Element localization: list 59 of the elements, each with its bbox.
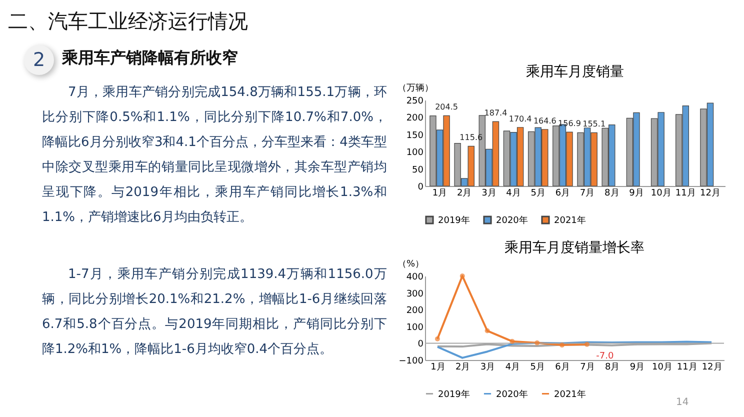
y-tick-label: 200 (406, 114, 424, 124)
y-tick-label: 400 (406, 272, 424, 282)
x-tick-label: 11月 (675, 188, 696, 198)
data-label: 164.6 (533, 116, 556, 126)
data-label: 155.1 (582, 120, 606, 129)
data-label: 204.5 (435, 102, 458, 112)
legend-label: 2019年 (438, 388, 470, 400)
y-tick-label: 100 (406, 148, 424, 158)
x-tick-label: 6月 (555, 362, 570, 372)
y-tick-label: 300 (406, 289, 424, 300)
legend-label: 2020年 (496, 388, 528, 400)
y-axis-title: （%） (398, 260, 424, 270)
y-tick-label: 250 (406, 96, 424, 106)
x-tick-label: 5月 (530, 188, 546, 198)
text: 乘用车产销降幅有所收窄 (62, 48, 238, 69)
x-tick-label: 2月 (456, 362, 470, 372)
y-tick-label: 0 (418, 182, 424, 192)
text: 7月，乘用车产销分别完成154.8万辆和155.1万辆，环比分别下降0.5%和1.1%，同比分别下降10.7%和7.0%，降幅比6月分别收窄3和4.1个百分点，分车型来看：4类车型中除交叉型乘用车的销量同比呈现微增外，其余车型产销均呈现下降。与2019年相比，乘用车产销同比增长1.3%和1.1%，产销增速比6月均由负转正。 (42, 84, 387, 227)
data-label: 187.4 (484, 108, 508, 118)
x-tick-label: 12月 (702, 362, 722, 372)
text: 14 (676, 397, 689, 408)
data-label: 170.4 (508, 114, 532, 124)
legend-label: 2020年 (496, 214, 528, 226)
text: 二、汽车工业经济运行情况 (8, 8, 248, 35)
x-tick-label: 6月 (555, 188, 570, 198)
y-tick-label: 0 (418, 340, 424, 350)
legend-label: 2021年 (554, 388, 586, 400)
text: 1-7月，乘用车产销分别完成1139.4万辆和1156.0万辆，同比分别增长20.1%和21.2%，增幅比1-6月继续回落6.7和5.8个百分点。与2019年同期相比，产销同比分别下降1.2%和1%，降幅比1-6月均收窄0.4个百分点。 (42, 266, 387, 359)
legend-label: 2021年 (554, 214, 586, 226)
x-tick-label: 4月 (506, 188, 521, 198)
chart-title: 乘用车月度销量增长率 (504, 240, 644, 256)
y-tick-label: 50 (412, 165, 424, 176)
legend-label: 2019年 (438, 214, 470, 226)
x-tick-label: 3月 (482, 188, 496, 198)
x-tick-label: 9月 (629, 188, 644, 198)
x-tick-label: 7月 (580, 188, 595, 198)
x-tick-label: 9月 (630, 362, 645, 372)
x-tick-label: 4月 (505, 362, 520, 372)
data-label: -7.0 (596, 351, 614, 362)
y-axis-title: （万辆） (398, 82, 434, 94)
x-tick-label: 7月 (580, 362, 595, 372)
x-tick-label: 12月 (700, 188, 720, 198)
x-tick-label: 1月 (432, 188, 448, 198)
x-tick-label: 11月 (676, 362, 698, 372)
text: 2 (24, 45, 54, 75)
y-tick-label: 200 (406, 306, 424, 316)
y-tick-label: 150 (406, 130, 424, 141)
y-tick-label: −100 (398, 356, 424, 366)
x-tick-label: 1月 (430, 362, 446, 372)
x-tick-label: 8月 (604, 188, 620, 198)
x-tick-label: 8月 (605, 362, 620, 372)
x-tick-label: 2月 (456, 188, 472, 198)
data-label: 156.9 (558, 119, 581, 128)
x-tick-label: 10月 (652, 362, 672, 372)
x-tick-label: 10月 (650, 188, 672, 198)
chart-title: 乘用车月度销量 (526, 64, 624, 80)
y-tick-label: 100 (406, 322, 424, 333)
x-tick-label: 3月 (480, 362, 496, 372)
x-tick-label: 5月 (530, 362, 545, 372)
